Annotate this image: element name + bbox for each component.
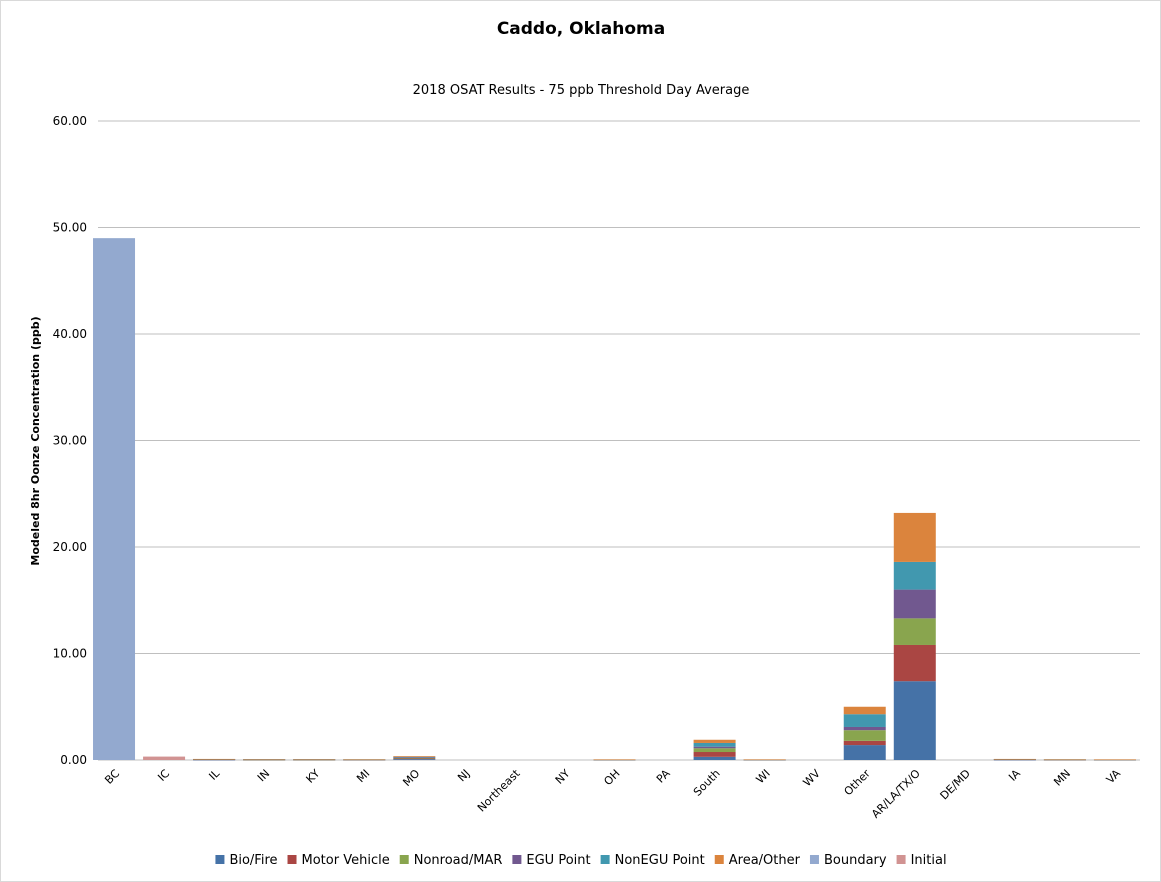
bar-segment (893, 618, 936, 645)
x-tick-label: NJ (455, 767, 472, 784)
x-tick-label: IL (206, 766, 222, 782)
x-tick-label: PA (654, 767, 673, 786)
legend-item: Motor Vehicle (287, 853, 390, 868)
bar-segment (193, 759, 236, 761)
bar-segment (693, 748, 736, 753)
legend-swatch (512, 855, 522, 864)
legend-swatch (399, 855, 409, 864)
x-tick-label: KY (304, 767, 323, 786)
y-tick-label: 10.00 (53, 647, 87, 661)
legend-item: Boundary (809, 853, 887, 868)
y-tick-label: 60.00 (53, 114, 87, 128)
x-tick-label: OH (601, 767, 622, 788)
bar-segment (893, 681, 936, 760)
legend-item: Initial (896, 853, 947, 868)
legend-swatch (600, 855, 610, 864)
legend-label: Motor Vehicle (302, 853, 390, 868)
bar-segment (1043, 759, 1086, 760)
x-tick-label: IN (255, 767, 272, 784)
bar-segment (843, 726, 886, 731)
legend: Bio/Fire Motor Vehicle Nonroad/MAR EGU Poin… (215, 853, 947, 868)
bar-segment (893, 561, 936, 590)
legend-label: Nonroad/MAR (414, 853, 503, 868)
legend-item: NonEGU Point (600, 853, 705, 868)
bar-segment (693, 739, 736, 743)
x-tick-label: AR/LA/TX/O (869, 767, 923, 821)
gridlines (98, 120, 1140, 761)
legend-label: Boundary (824, 853, 887, 868)
bar-segment (993, 758, 1036, 760)
x-tick-label: IC (155, 767, 172, 784)
chart-subtitle: 2018 OSAT Results - 75 ppb Threshold Day… (413, 83, 750, 98)
legend-label: Area/Other (729, 853, 801, 868)
x-tick-label: NY (553, 767, 573, 787)
bar-segment (843, 740, 886, 746)
legend-item: EGU Point (512, 853, 591, 868)
legend-swatch (215, 855, 225, 864)
bar-segment (393, 757, 436, 759)
x-tick-label: Northeast (475, 766, 523, 814)
bar-segment (693, 742, 736, 747)
legend-swatch (714, 855, 724, 864)
bar-segment (843, 730, 886, 741)
legend-swatch (287, 855, 297, 864)
x-tick-label: BC (102, 767, 122, 787)
x-tick-label: MI (354, 767, 372, 785)
x-tick-label: IA (1006, 767, 1023, 784)
bar-segment (393, 759, 436, 760)
y-tick-label: 50.00 (53, 221, 87, 235)
x-tick-label: MO (400, 767, 422, 789)
x-tick-label: VA (1104, 767, 1124, 787)
y-tick-labels: 0.00 10.00 20.00 30.00 40.00 50.00 60.00 (53, 114, 87, 767)
legend-item: Area/Other (714, 853, 801, 868)
bar-segment (693, 752, 736, 757)
legend-label: Initial (911, 853, 947, 868)
legend-label: Bio/Fire (229, 853, 277, 868)
legend-item: Nonroad/MAR (399, 853, 503, 868)
x-tick-label: Other (842, 767, 874, 799)
legend-item: Bio/Fire (215, 853, 278, 868)
bar-segment (193, 758, 236, 760)
bar-segment (93, 238, 136, 760)
x-tick-label: MN (1051, 767, 1073, 789)
legend-label: NonEGU Point (615, 853, 705, 868)
bar-segment (393, 756, 436, 758)
bar-segment (843, 706, 886, 715)
bar-segment (1093, 759, 1136, 760)
y-axis-label: Modeled 8hr Oonze Concentration (ppb) (29, 316, 42, 565)
x-tick-labels: BC IC IL IN KY MI MO NJ Northeast NY OH PA South WI WV… (102, 766, 1123, 820)
bar-segment (893, 644, 936, 682)
bar-segment (393, 757, 436, 758)
legend-swatch (896, 855, 906, 864)
x-tick-label: WI (754, 767, 773, 786)
bars (93, 238, 1136, 761)
x-tick-label: South (691, 767, 723, 799)
bar-segment (843, 714, 886, 727)
chart-title: Caddo, Oklahoma (497, 19, 665, 39)
bar-segment (993, 759, 1036, 761)
bar-segment (743, 759, 786, 760)
bar-segment (843, 745, 886, 760)
bar-segment (893, 512, 936, 562)
x-tick-label: DE/MD (938, 767, 973, 802)
bar-segment (243, 759, 286, 760)
legend-swatch (809, 855, 819, 864)
bar-segment (693, 746, 736, 749)
y-tick-label: 20.00 (53, 540, 87, 554)
x-tick-label: WV (801, 767, 824, 790)
y-tick-label: 0.00 (60, 753, 87, 767)
bar-segment (343, 759, 386, 760)
bar-segment (393, 756, 436, 757)
y-tick-label: 30.00 (53, 434, 87, 448)
bar-segment (393, 758, 436, 760)
legend-label: EGU Point (526, 853, 590, 868)
bar-segment (143, 756, 186, 760)
bar-segment (593, 759, 636, 760)
bar-segment (693, 756, 736, 760)
bar-segment (893, 589, 936, 619)
y-tick-label: 40.00 (53, 327, 87, 341)
bar-segment (293, 759, 336, 760)
